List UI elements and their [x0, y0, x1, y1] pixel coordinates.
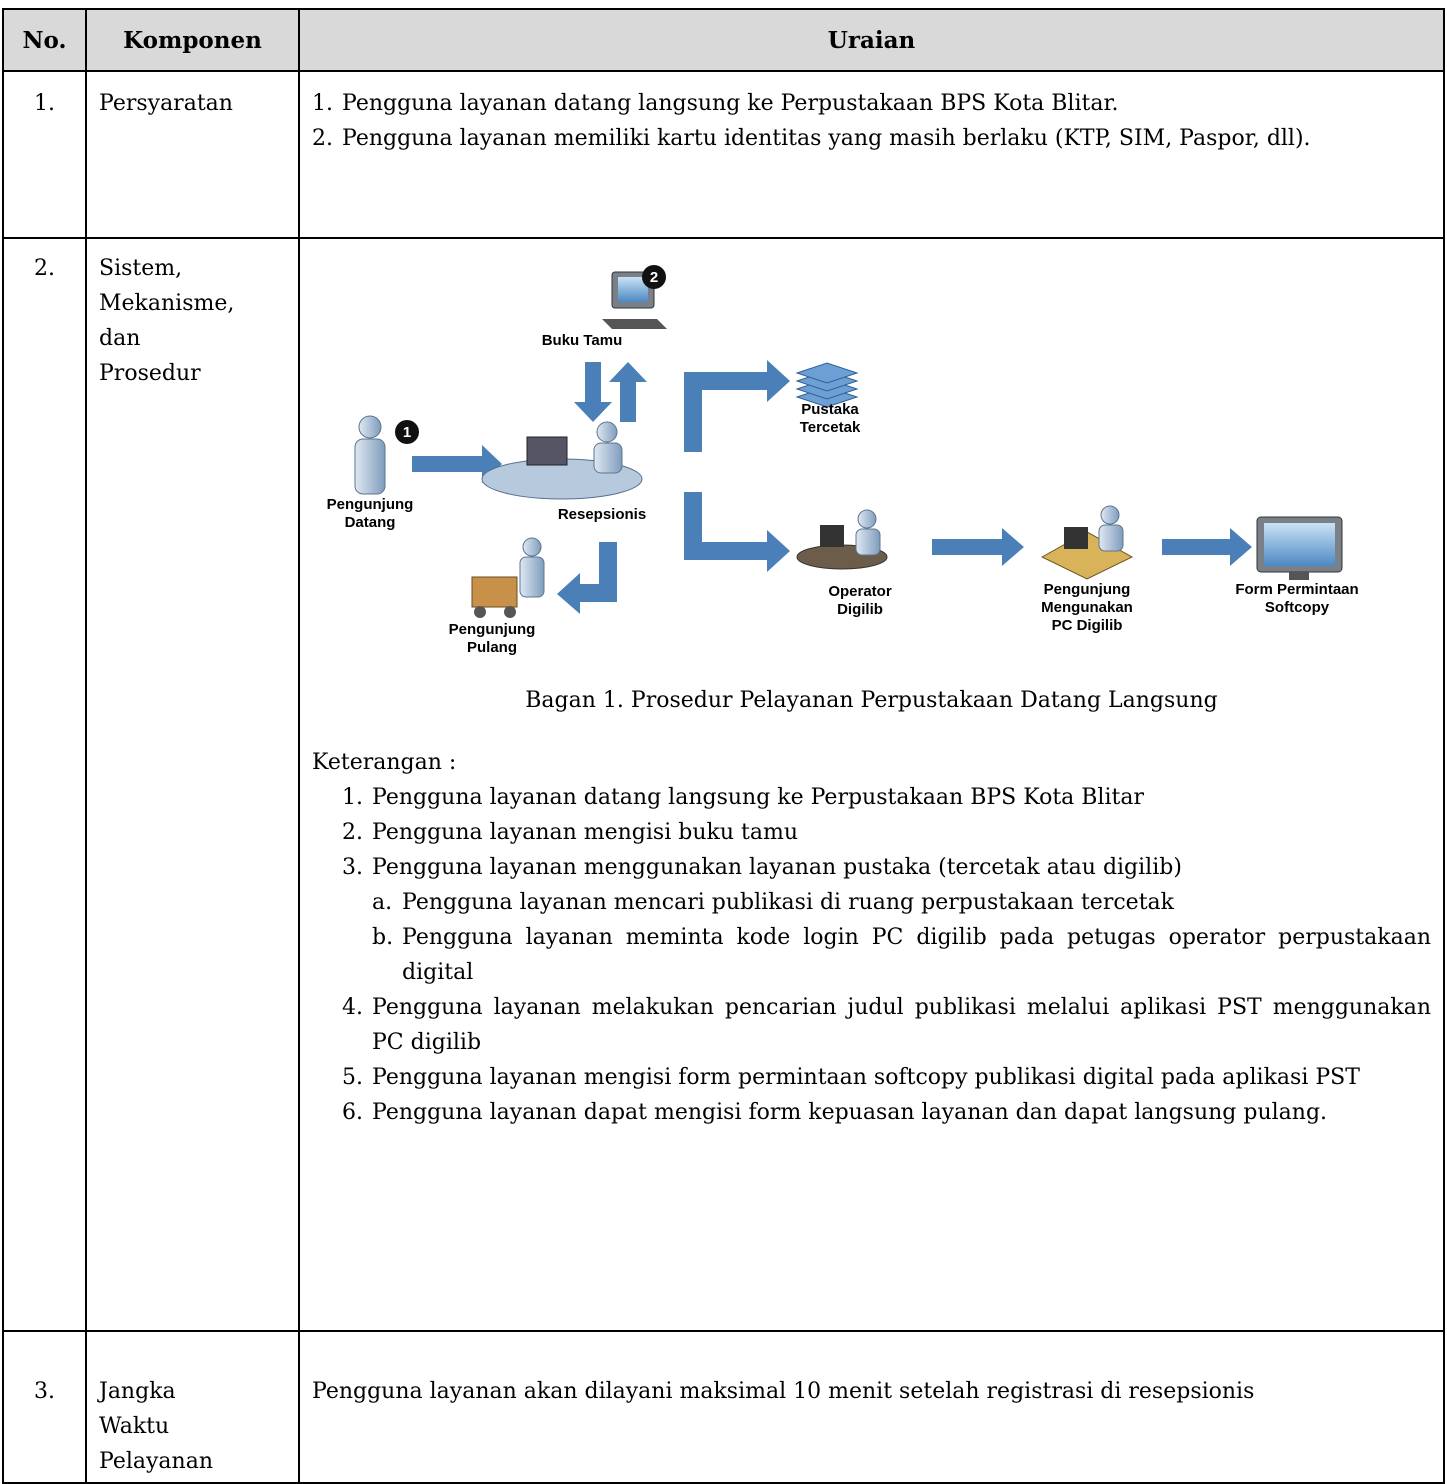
row: 3. Jangka Waktu Pelayanan Pengguna layanan…: [2, 1330, 1445, 1484]
diagram-label: Form Permintaan: [1235, 581, 1358, 598]
komponen-line: Prosedur: [99, 361, 201, 386]
komponen-line: Pelayanan: [99, 1449, 213, 1474]
diagram-label: PC Digilib: [1052, 617, 1123, 634]
diagram-label: Digilib: [837, 601, 883, 618]
row-uraian: 1. Pengguna layanan datang langsung ke Pe…: [298, 70, 1445, 239]
item-text: Pengguna layanan datang langsung ke Perp…: [372, 785, 1144, 810]
row: 2. Sistem, Mekanisme, dan Prosedur: [2, 237, 1445, 1332]
header-no: No.: [2, 8, 87, 72]
diagram-label: Operator: [828, 583, 892, 600]
item-text: Pengguna layanan mengisi form permintaan…: [372, 1065, 1360, 1090]
diagram-label: Pengunjung: [327, 496, 414, 513]
komponen-line: dan: [99, 326, 141, 351]
row-no: 1.: [2, 70, 87, 239]
item-text: Pengguna layanan menggunakan layanan pus…: [372, 855, 1182, 880]
komponen-line: Jangka: [99, 1379, 176, 1404]
header-row: No. Komponen Uraian: [2, 8, 1445, 72]
step-badge: [395, 420, 419, 444]
komponen-line: Waktu: [99, 1414, 170, 1439]
item-text: Pengguna layanan melakukan pencarian jud…: [372, 995, 1431, 1055]
list-item: 4. Pengguna layanan melakukan pencarian j…: [342, 990, 1431, 1060]
step-badge-number: 1: [403, 424, 411, 441]
item-number: 6.: [342, 1100, 363, 1125]
komponen-line: Sistem,: [99, 256, 183, 281]
list-item: 2. Pengguna layanan memiliki kartu identi…: [312, 121, 1431, 156]
item-number: b.: [372, 925, 394, 950]
list-item: a. Pengguna layanan mencari publikasi di …: [372, 885, 1431, 920]
steps-list: 1. Pengguna layanan datang langsung ke Pe…: [342, 780, 1431, 1130]
row-no: 3.: [2, 1330, 87, 1484]
row: 1. Persyaratan 1. Pengguna layanan datang…: [2, 70, 1445, 239]
item-text: Pengguna layanan datang langsung ke Perp…: [342, 91, 1119, 116]
arrows: [412, 360, 1252, 614]
diagram-label: Pustaka: [801, 401, 859, 418]
item-number: 4.: [342, 995, 363, 1020]
service-table: No. Komponen Uraian 1. Persyaratan 1. Pen…: [2, 8, 1445, 1484]
komponen-line: Mekanisme,: [99, 291, 235, 316]
row-uraian: Pengguna layanan akan dilayani maksimal …: [298, 1330, 1445, 1484]
sub-list: a. Pengguna layanan mencari publikasi di …: [372, 885, 1431, 990]
item-number: 5.: [342, 1065, 363, 1090]
diagram-label: Pengunjung: [449, 621, 536, 638]
item-number: 2.: [342, 820, 363, 845]
list-item: 5. Pengguna layanan mengisi form perminta…: [342, 1060, 1431, 1095]
item-text: Pengguna layanan meminta kode login PC d…: [402, 925, 1431, 985]
item-number: a.: [372, 890, 393, 915]
step-badge: [642, 265, 666, 289]
diagram-label: Buku Tamu: [542, 332, 623, 349]
item-text: Pengguna layanan mengisi buku tamu: [372, 820, 798, 845]
keterangan-title: Keterangan :: [312, 750, 457, 775]
row-komponen: Persyaratan: [85, 70, 300, 239]
row-no: 2.: [2, 237, 87, 1332]
list-item: 1. Pengguna layanan datang langsung ke Pe…: [342, 780, 1431, 815]
item-text: Pengguna layanan mencari publikasi di ru…: [402, 890, 1174, 915]
row-komponen: Sistem, Mekanisme, dan Prosedur: [85, 237, 300, 1332]
header-komponen: Komponen: [85, 8, 300, 72]
diagram-label: Datang: [345, 514, 396, 531]
diagram-label: Pengunjung: [1044, 581, 1131, 598]
item-text: Pengguna layanan dapat mengisi form kepu…: [372, 1100, 1328, 1125]
diagram-label: Mengunakan: [1041, 599, 1133, 616]
diagram-label: Resepsionis: [558, 506, 646, 523]
diagram-caption: Bagan 1. Prosedur Pelayanan Perpustakaan…: [525, 688, 1218, 713]
list-item: 6. Pengguna layanan dapat mengisi form ke…: [342, 1095, 1431, 1130]
diagram-label: Pulang: [467, 639, 517, 656]
item-number: 3.: [342, 855, 363, 880]
item-text: Pengguna layanan memiliki kartu identita…: [342, 126, 1311, 151]
list-item: b. Pengguna layanan meminta kode login PC…: [372, 920, 1431, 990]
step-badge-number: 2: [650, 269, 658, 286]
item-number: 1.: [312, 91, 333, 116]
item-number: 2.: [312, 126, 333, 151]
list-item: 3. Pengguna layanan menggunakan layanan p…: [342, 850, 1431, 885]
diagram-label: Tercetak: [800, 419, 861, 436]
row-uraian: Pengunjung Datang Buku Tamu Resepsionis Pust…: [298, 237, 1445, 1332]
komponen-line: Persyaratan: [99, 91, 233, 116]
icons: [354, 271, 1343, 618]
row-komponen: Jangka Waktu Pelayanan: [85, 1330, 300, 1484]
diagram-label: Softcopy: [1265, 599, 1330, 616]
list-item: 2. Pengguna layanan mengisi buku tamu: [342, 815, 1431, 850]
header-uraian: Uraian: [298, 8, 1445, 72]
item-number: 1.: [342, 785, 363, 810]
list-item: 1. Pengguna layanan datang langsung ke Pe…: [312, 86, 1431, 121]
